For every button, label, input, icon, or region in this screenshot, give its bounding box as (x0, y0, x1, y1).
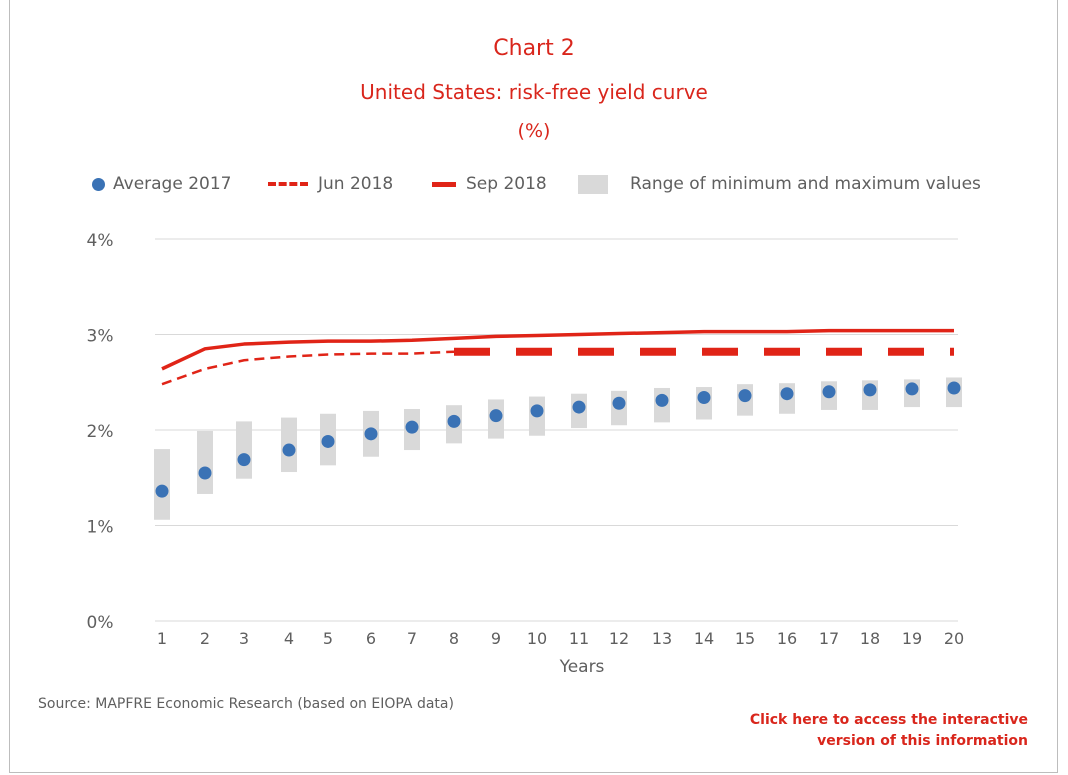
interactive-link-line-2[interactable]: version of this information (817, 733, 1028, 749)
chart-legend: Average 2017 Jun 2018 Sep 2018 Range of … (0, 172, 1068, 196)
x-tick-label: 8 (449, 629, 459, 648)
average-2017-point (612, 396, 626, 410)
average-2017-point (697, 391, 711, 405)
legend-marker-solid (432, 181, 456, 187)
x-tick-label: 13 (652, 629, 672, 648)
average-2017-point (905, 382, 919, 396)
y-tick-label: 4% (87, 231, 114, 251)
x-tick-label: 12 (609, 629, 629, 648)
y-tick-label: 0% (87, 613, 114, 633)
legend-marker-range (578, 174, 608, 194)
source-note: Source: MAPFRE Economic Research (based … (38, 696, 454, 712)
series-line-sep-2018 (161, 328, 954, 371)
x-tick-label: 20 (944, 629, 964, 648)
average-2017-point (780, 387, 794, 401)
series-line-jun-2018 (161, 350, 455, 386)
interactive-link-line-1[interactable]: Click here to access the interactive (749, 712, 1028, 728)
average-2017-point (822, 385, 836, 399)
average-2017-point (738, 389, 752, 403)
x-tick-label: 4 (284, 629, 294, 648)
x-tick-label: 7 (407, 629, 417, 648)
x-tick-label: 6 (366, 629, 376, 648)
range-bar (154, 449, 170, 520)
x-tick-label: 9 (491, 629, 501, 648)
average-2017-point (282, 443, 296, 457)
interactive-version-link[interactable]: Click here to access the interactive ver… (750, 710, 1028, 752)
x-tick-label: 3 (239, 629, 249, 648)
legend-label-range: Range of minimum and maximum values (630, 174, 981, 194)
average-2017-point (321, 434, 335, 448)
average-2017-point (405, 420, 419, 434)
chart-number: Chart 2 (493, 36, 575, 61)
average-2017-point (489, 409, 503, 423)
range-bar (197, 430, 213, 494)
y-tick-label: 1% (87, 518, 114, 538)
average-2017-point (155, 484, 169, 498)
legend-label-jun: Jun 2018 (318, 174, 394, 194)
average-2017-point (447, 414, 461, 428)
chart-title: United States: risk-free yield curve (360, 80, 708, 104)
chart-unit: (%) (517, 120, 551, 142)
average-2017-point (655, 393, 669, 407)
legend-marker-dashed (268, 182, 308, 186)
x-tick-label: 10 (527, 629, 547, 648)
legend-item-range: Range of minimum and maximum values (578, 172, 981, 196)
y-tick-label: 2% (87, 422, 114, 442)
legend-label-average: Average 2017 (113, 174, 232, 194)
average-2017-point (237, 453, 251, 467)
x-tick-label: 5 (323, 629, 333, 648)
legend-item-sep: Sep 2018 (432, 172, 547, 196)
average-2017-point (364, 427, 378, 441)
average-2017-point (572, 400, 586, 414)
x-tick-label: 18 (860, 629, 880, 648)
average-2017-point (863, 383, 877, 397)
x-tick-label: 11 (569, 629, 589, 648)
y-tick-label: 3% (87, 327, 114, 347)
range-bar (236, 421, 252, 479)
x-axis-title: Years (559, 657, 605, 677)
x-tick-label: 14 (694, 629, 714, 648)
average-2017-point (198, 466, 212, 480)
legend-item-average: Average 2017 (92, 172, 231, 196)
legend-marker-dot (92, 177, 105, 191)
average-2017-point (530, 404, 544, 418)
legend-item-jun: Jun 2018 (268, 172, 393, 196)
x-tick-label: 15 (735, 629, 755, 648)
x-tick-label: 16 (777, 629, 797, 648)
x-tick-label: 1 (157, 629, 167, 648)
average-2017-point (947, 381, 961, 395)
chart-frame (9, 0, 1058, 773)
x-tick-label: 2 (200, 629, 210, 648)
x-tick-label: 17 (819, 629, 839, 648)
legend-label-sep: Sep 2018 (466, 174, 547, 194)
x-tick-label: 19 (902, 629, 922, 648)
